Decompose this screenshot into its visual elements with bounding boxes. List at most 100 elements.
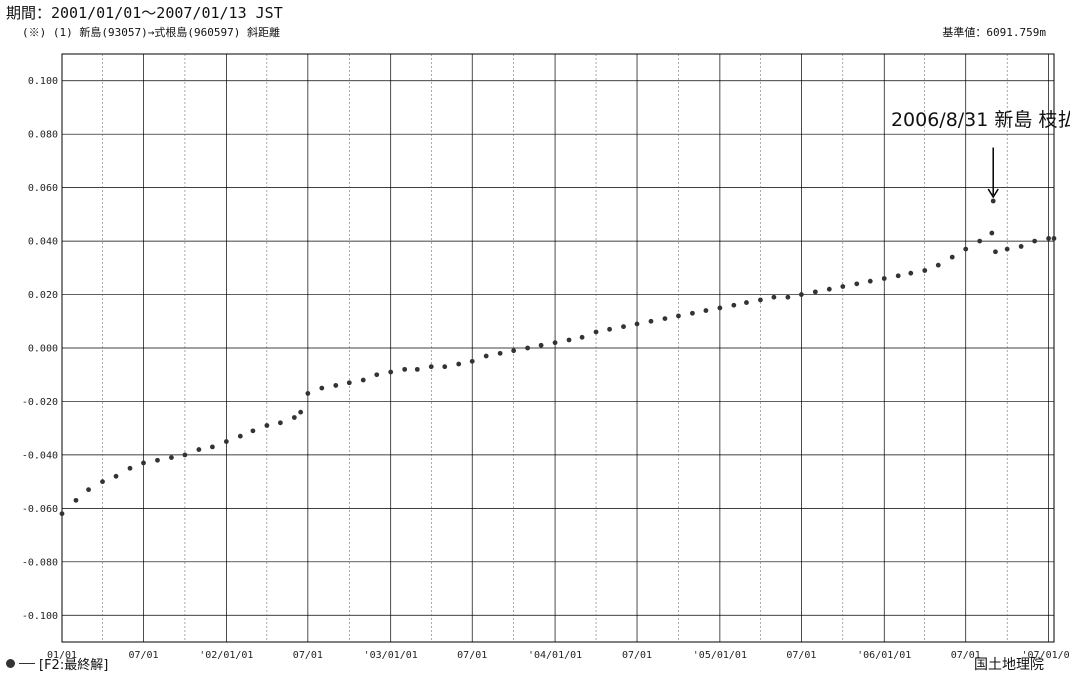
data-point: [196, 447, 202, 452]
legend-line-icon: [19, 663, 35, 664]
data-point: [867, 278, 873, 284]
x-tick-label: '03/01/01: [364, 650, 418, 661]
y-tick-label: -0.100: [22, 611, 58, 622]
data-point: [305, 391, 311, 396]
x-tick-label: 01/01: [47, 650, 77, 661]
y-tick-label: 0.020: [28, 290, 58, 301]
data-point: [1018, 244, 1024, 249]
data-point: [566, 337, 572, 343]
data-point: [86, 487, 91, 493]
y-tick-label: -0.080: [22, 557, 58, 568]
x-tick-label: '04/01/01: [528, 650, 582, 661]
data-point: [73, 497, 79, 503]
data-points-layer: [59, 198, 1057, 517]
data-point: [237, 433, 243, 439]
data-point: [141, 460, 146, 466]
data-point: [277, 420, 283, 426]
data-point: [703, 308, 709, 313]
data-point: [826, 286, 832, 292]
data-point: [758, 297, 763, 303]
data-point: [935, 262, 941, 268]
data-point: [511, 348, 517, 354]
x-tick-label: '02/01/01: [199, 650, 253, 661]
data-point: [731, 302, 737, 308]
data-point: [881, 276, 887, 281]
data-point: [100, 479, 105, 485]
institution-label: 国土地理院: [974, 657, 1044, 673]
data-point: [319, 385, 325, 391]
data-point: [346, 380, 352, 386]
data-point: [402, 366, 408, 372]
data-point: [250, 428, 256, 434]
data-point: [690, 310, 695, 316]
x-tick-label: '06/01/01: [857, 650, 911, 661]
data-point: [298, 409, 304, 415]
data-point: [993, 249, 998, 255]
data-point: [676, 313, 681, 319]
data-point: [908, 270, 914, 276]
data-point: [648, 318, 654, 324]
data-point: [744, 300, 749, 305]
data-point: [483, 353, 489, 359]
data-point: [374, 372, 380, 378]
data-point: [621, 324, 626, 330]
y-tick-label: -0.020: [22, 397, 58, 408]
data-point: [812, 289, 818, 295]
data-point: [922, 268, 928, 273]
x-tick-labels: 01/01 07/01 '02/01/01 07/01 '03/01/01 07/01 '0…: [47, 650, 1070, 661]
data-point: [414, 366, 420, 372]
x-tick-label: 07/01: [457, 650, 487, 661]
data-point: [223, 439, 229, 444]
data-point: [333, 383, 339, 388]
x-tick-label: 07/01: [951, 650, 981, 661]
data-point: [469, 358, 475, 364]
grid-layer: [61, 53, 1055, 643]
y-tick-label: 0.040: [28, 237, 58, 248]
data-point: [209, 444, 215, 450]
x-tick-label: 07/01: [293, 650, 323, 661]
data-point: [1051, 236, 1057, 241]
baseline-subtitle: (※) (1) 新島(93057)→式根島(960597) 斜距離: [22, 26, 280, 39]
data-point: [977, 238, 983, 244]
data-point: [291, 415, 297, 420]
y-tick-label: 0.080: [28, 130, 58, 141]
data-point: [662, 316, 668, 321]
data-point: [113, 473, 119, 479]
legend-label: [F2:最終解]: [39, 658, 109, 673]
data-point: [963, 246, 969, 252]
data-point: [785, 294, 791, 300]
data-point: [854, 281, 860, 287]
period-title: 期間：2001/01/01〜2007/01/13 JST: [6, 4, 283, 22]
data-point: [1046, 236, 1051, 241]
data-point: [182, 452, 188, 458]
data-point: [989, 230, 995, 236]
data-point: [634, 321, 640, 327]
data-point: [388, 369, 394, 375]
annotation-layer: 2006/8/31 新島 枝払い: [891, 109, 1070, 199]
data-point: [155, 457, 160, 463]
data-point: [607, 326, 612, 332]
annotation-arrow-icon: [987, 188, 999, 199]
data-point: [579, 334, 585, 340]
legend-marker-icon: [6, 659, 15, 668]
data-point: [538, 342, 544, 348]
data-point: [552, 340, 558, 346]
data-point: [990, 198, 996, 204]
y-tick-label: 0.100: [28, 76, 58, 87]
data-point: [497, 350, 503, 356]
data-point: [59, 511, 65, 517]
data-point: [895, 273, 901, 279]
data-point: [949, 254, 955, 260]
x-tick-label: '07/01/01: [1022, 650, 1070, 661]
x-tick-label: '05/01/01: [693, 650, 747, 661]
data-point: [525, 345, 531, 351]
y-tick-label: -0.040: [22, 450, 58, 461]
data-point: [456, 361, 462, 367]
y-tick-label: -0.060: [22, 504, 58, 515]
data-point: [717, 305, 723, 311]
data-point: [169, 455, 174, 460]
data-point: [1004, 246, 1010, 252]
data-point: [264, 423, 270, 428]
data-point: [442, 364, 448, 370]
